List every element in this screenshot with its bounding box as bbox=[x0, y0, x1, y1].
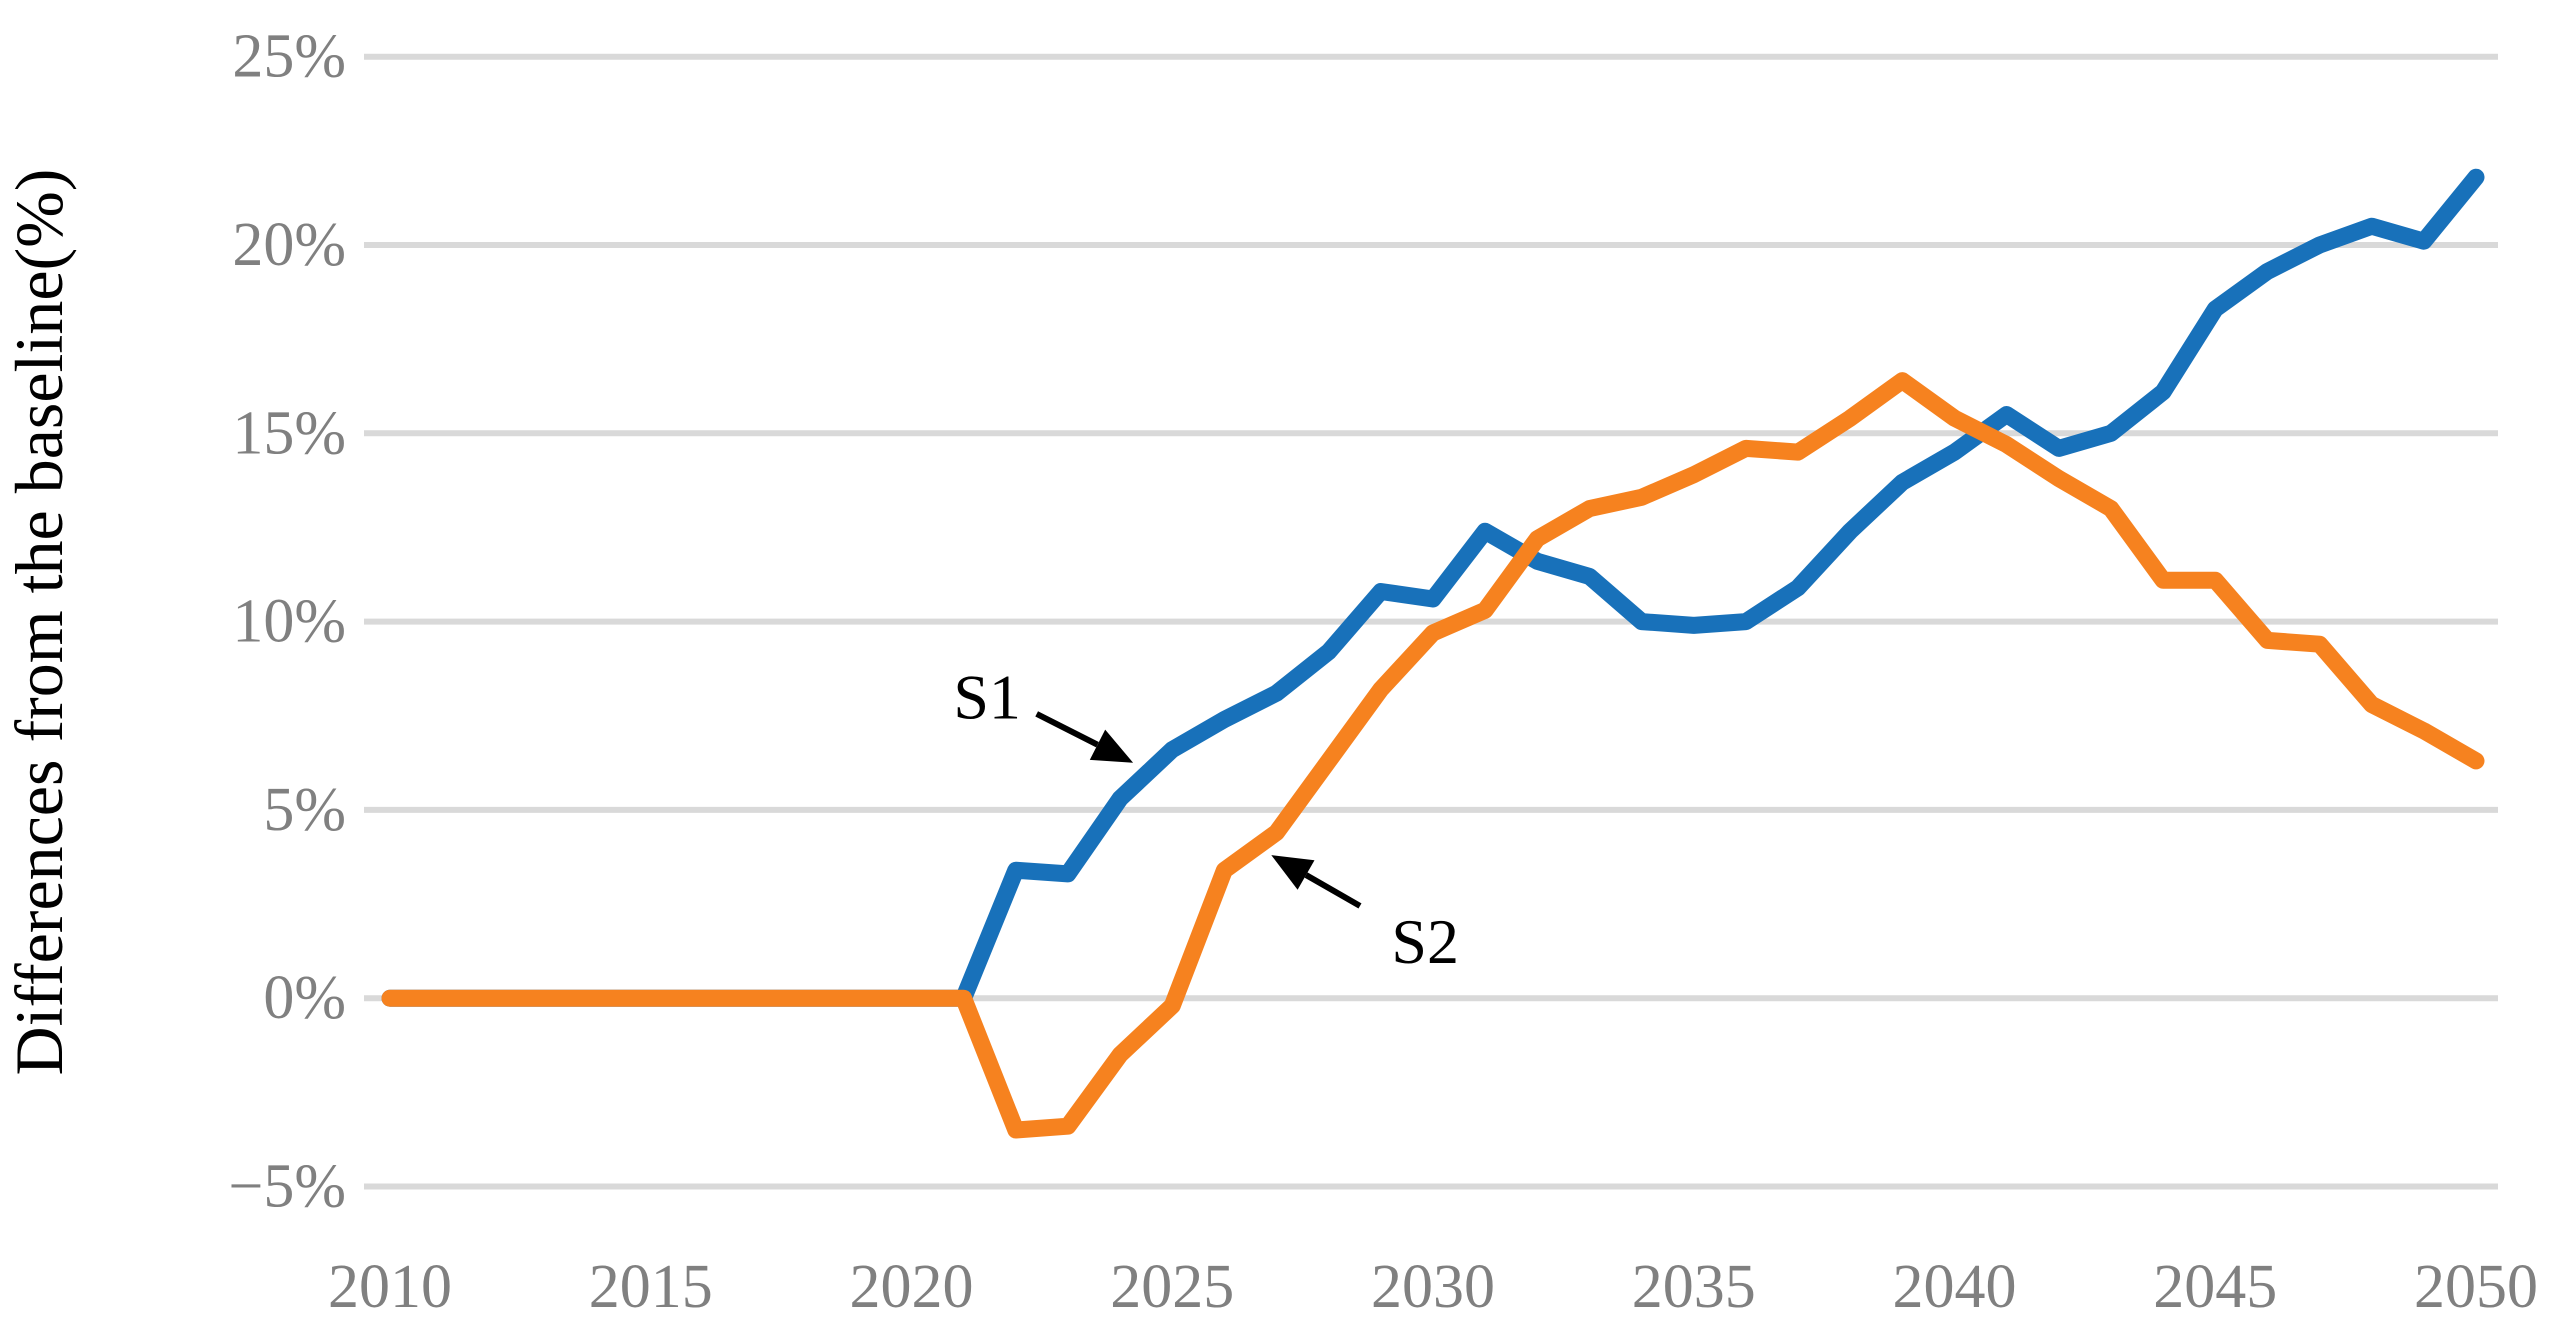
x-tick-label-2015: 2015 bbox=[589, 1253, 713, 1321]
y-tick-label-5%: 5% bbox=[263, 776, 346, 844]
series-annotations: S1 S2 bbox=[953, 661, 1459, 977]
y-tick-label-25%: 25% bbox=[232, 23, 346, 91]
x-tick-label-2035: 2035 bbox=[1632, 1253, 1756, 1321]
x-tick-label-2040: 2040 bbox=[1893, 1253, 2017, 1321]
series-line-s2 bbox=[381, 372, 2485, 1139]
annotation-s2-arrow bbox=[1304, 872, 1362, 909]
y-tick-label-0%: 0% bbox=[263, 964, 346, 1032]
y-tick-label-−5%: −5% bbox=[228, 1153, 346, 1221]
annotation-s2-label: S2 bbox=[1391, 906, 1459, 977]
x-tick-label-2025: 2025 bbox=[1110, 1253, 1234, 1321]
x-axis-tick-labels: 2010 2015 2020 2025 2030 2035 2040 2045 2050 bbox=[328, 1253, 2538, 1321]
annotation-s1-arrowhead bbox=[1089, 729, 1134, 763]
series-lines bbox=[381, 168, 2485, 1139]
x-tick-label-2010: 2010 bbox=[328, 1253, 452, 1321]
annotation-s1-label: S1 bbox=[953, 661, 1021, 732]
annotation-s2-arrowhead bbox=[1271, 855, 1315, 890]
x-tick-label-2020: 2020 bbox=[850, 1253, 974, 1321]
y-tick-label-10%: 10% bbox=[232, 588, 346, 656]
annotation-s1-arrow bbox=[1035, 711, 1099, 748]
x-tick-label-2045: 2045 bbox=[2153, 1253, 2277, 1321]
x-tick-label-2050: 2050 bbox=[2414, 1253, 2538, 1321]
gridlines bbox=[364, 53, 2498, 1190]
x-tick-label-2030: 2030 bbox=[1371, 1253, 1495, 1321]
y-tick-label-15%: 15% bbox=[232, 399, 346, 467]
y-axis-tick-labels: 25% 20% 15% 10% 5% 0% −5% bbox=[228, 23, 346, 1221]
y-tick-label-20%: 20% bbox=[232, 211, 346, 279]
y-axis-title: Differences from the baseline(%) bbox=[1, 169, 77, 1076]
